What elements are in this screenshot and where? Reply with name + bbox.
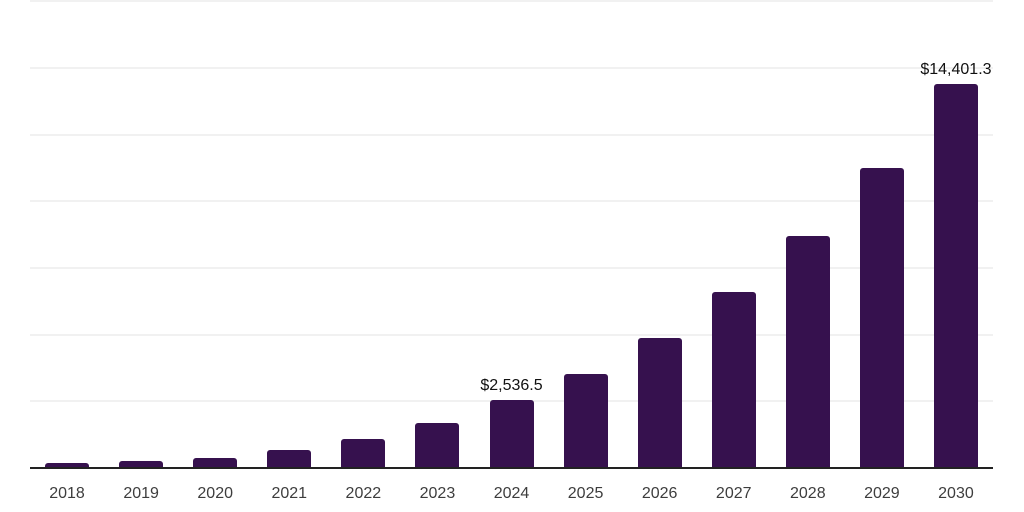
bar-2028 [785,235,830,468]
bar-2022 [341,439,386,468]
x-tick-label-2026: 2026 [641,485,678,502]
bar-2018 [45,463,90,468]
gridline [30,200,993,203]
gridline [30,133,993,136]
x-tick-label-2021: 2021 [271,485,308,502]
x-tick-label-2025: 2025 [567,485,604,502]
bar-2027 [711,292,756,468]
x-tick-label-2022: 2022 [345,485,382,502]
x-tick-label-2020: 2020 [197,485,233,502]
x-tick-label-2030: 2030 [938,485,974,502]
x-tick-label-2024: 2024 [493,485,530,502]
bar-2019 [119,460,164,468]
bar-2020 [193,457,238,468]
x-tick-label-2023: 2023 [419,485,456,502]
bar-value-label-2030: $14,401.3 [920,60,992,78]
gridline [30,0,993,3]
x-tick-label-2029: 2029 [864,485,900,502]
x-tick-label-2018: 2018 [49,485,85,502]
x-tick-label-2019: 2019 [123,485,159,502]
gridline [30,333,993,336]
bar-2021 [267,450,312,468]
gridline [30,66,993,69]
bar-2023 [415,422,460,468]
x-axis-line [30,467,993,469]
bar-2030 [933,83,978,468]
x-tick-label-2028: 2028 [790,485,826,502]
x-tick-label-2027: 2027 [715,485,752,502]
bar-2026 [637,337,682,468]
gridline [30,266,993,269]
bar-2025 [563,374,608,468]
bar-value-label-2024: $2,536.5 [480,377,543,395]
bar-2029 [859,167,904,468]
bar-2024 [489,400,534,468]
